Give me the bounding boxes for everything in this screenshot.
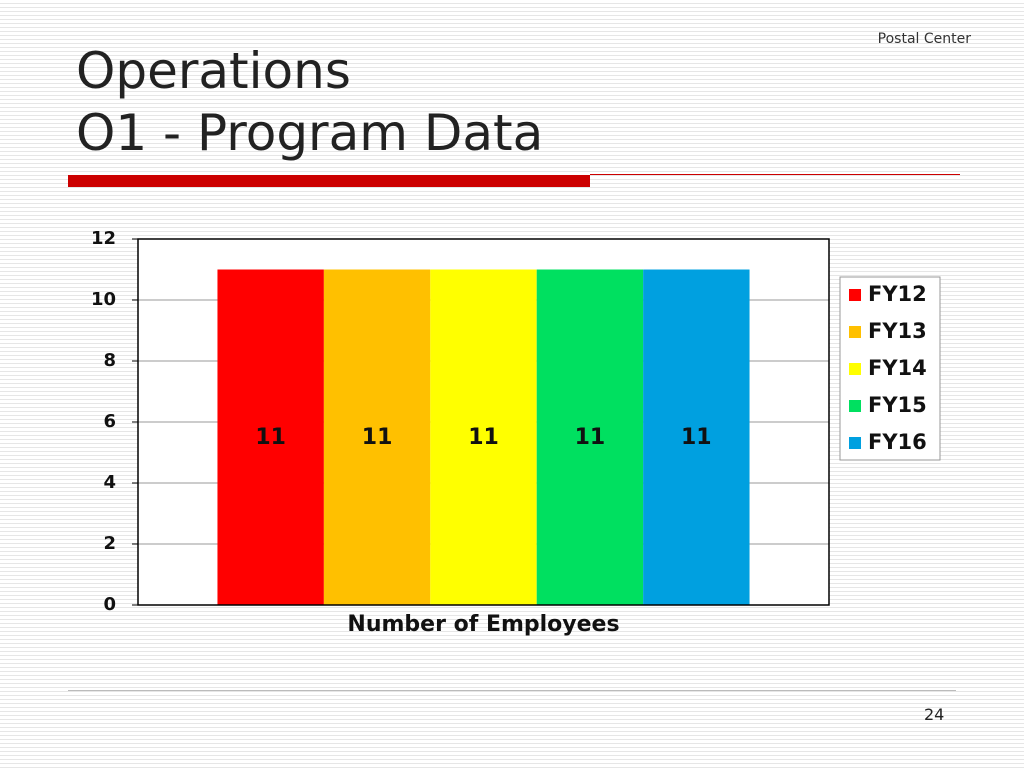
legend-label: FY13 bbox=[868, 319, 927, 343]
y-tick-label: 10 bbox=[91, 289, 116, 310]
org-label: Postal Center bbox=[877, 31, 971, 47]
data-label: 11 bbox=[575, 425, 606, 450]
slide-title: Operations O1 - Program Data bbox=[76, 40, 543, 164]
bar bbox=[536, 269, 644, 605]
y-tick-label: 2 bbox=[103, 533, 116, 554]
bar bbox=[323, 269, 431, 605]
bar bbox=[217, 269, 324, 605]
page-number: 24 bbox=[924, 705, 945, 724]
legend-swatch bbox=[849, 437, 861, 449]
data-label: 11 bbox=[681, 425, 712, 450]
legend-swatch bbox=[849, 400, 861, 412]
legend-label: FY16 bbox=[868, 430, 927, 454]
bar bbox=[430, 269, 537, 605]
y-tick-label: 12 bbox=[91, 228, 116, 249]
x-axis-label: Number of Employees bbox=[347, 612, 619, 637]
legend-swatch bbox=[849, 363, 861, 375]
title-line: O1 - Program Data bbox=[76, 104, 544, 162]
legend-label: FY14 bbox=[868, 356, 927, 380]
y-tick-label: 8 bbox=[103, 350, 116, 371]
legend-swatch bbox=[849, 289, 861, 301]
title-line: Operations bbox=[76, 42, 351, 100]
title-underline bbox=[68, 175, 590, 187]
legend-swatch bbox=[849, 326, 861, 338]
data-label: 11 bbox=[468, 425, 499, 450]
y-tick-label: 0 bbox=[103, 594, 116, 615]
y-tick-label: 6 bbox=[103, 411, 116, 432]
footer-rule bbox=[68, 690, 956, 691]
legend-label: FY12 bbox=[868, 282, 927, 306]
y-tick-label: 4 bbox=[103, 472, 116, 493]
data-label: 11 bbox=[362, 425, 393, 450]
legend-label: FY15 bbox=[868, 393, 927, 417]
bar bbox=[643, 269, 750, 605]
data-label: 11 bbox=[255, 425, 286, 450]
plot-border bbox=[137, 238, 830, 606]
title-rule bbox=[590, 174, 960, 175]
